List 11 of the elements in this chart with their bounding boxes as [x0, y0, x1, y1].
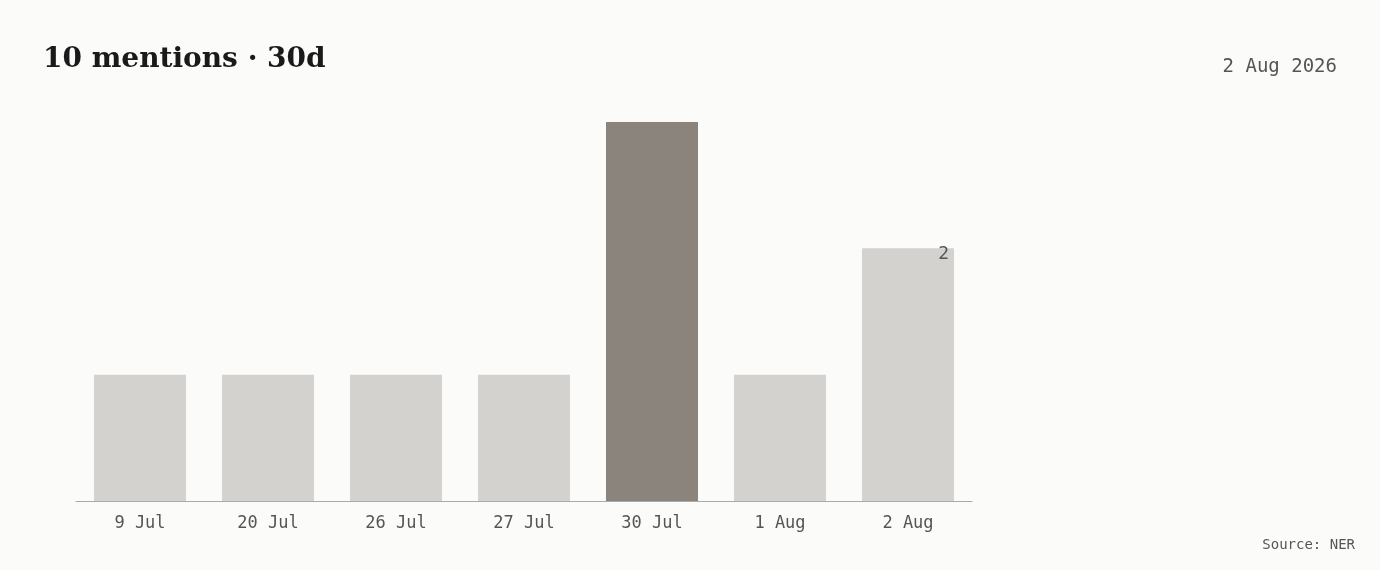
x-tick-label: 9 Jul: [114, 511, 166, 532]
x-tick-label: 2 Aug: [882, 511, 934, 532]
chart-title: 10 mentions · 30d: [43, 40, 326, 74]
source-note: Source: NER: [1262, 536, 1356, 552]
x-tick-label: 20 Jul: [237, 511, 299, 532]
text: 2 Aug 2026: [1222, 53, 1337, 76]
x-tick-label: 27 Jul: [493, 511, 555, 532]
x-tick-label: 26 Jul: [365, 511, 427, 532]
data-label: 2: [938, 241, 949, 263]
x-tick-label: 30 Jul: [621, 511, 683, 532]
x-tick-label: 1 Aug: [754, 511, 806, 532]
